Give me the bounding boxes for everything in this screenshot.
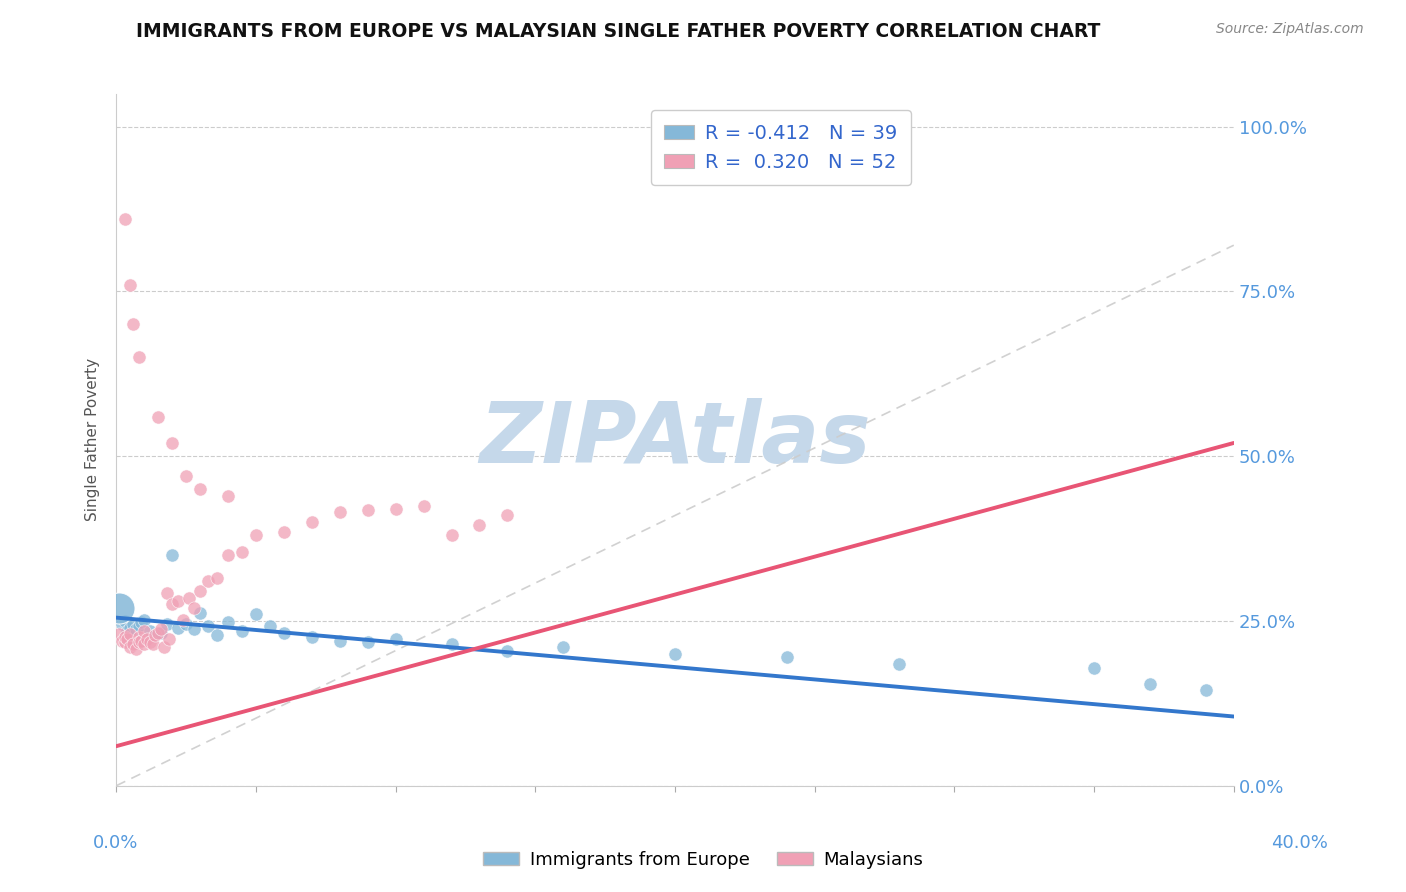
Point	[145, 628, 167, 642]
Point	[122, 318, 145, 332]
Point	[166, 620, 188, 634]
Point	[553, 640, 575, 655]
Point	[329, 633, 352, 648]
Point	[117, 624, 139, 638]
Point	[217, 615, 239, 630]
Point	[134, 637, 156, 651]
Point	[160, 598, 183, 612]
Text: 40.0%: 40.0%	[1271, 834, 1327, 852]
Point	[136, 632, 159, 647]
Point	[183, 622, 205, 636]
Point	[108, 627, 131, 641]
Text: IMMIGRANTS FROM EUROPE VS MALAYSIAN SINGLE FATHER POVERTY CORRELATION CHART: IMMIGRANTS FROM EUROPE VS MALAYSIAN SING…	[136, 22, 1101, 41]
Point	[149, 625, 172, 640]
Point	[188, 606, 211, 620]
Point	[128, 351, 150, 365]
Point	[231, 624, 253, 638]
Point	[301, 515, 323, 529]
Point	[887, 657, 910, 671]
Point	[114, 211, 136, 226]
Point	[122, 637, 145, 651]
Point	[152, 640, 174, 655]
Point	[245, 528, 267, 542]
Point	[120, 627, 142, 641]
Point	[108, 600, 131, 615]
Point	[273, 625, 295, 640]
Point	[128, 635, 150, 649]
Point	[120, 620, 142, 634]
Point	[1195, 683, 1218, 698]
Point	[139, 624, 162, 638]
Point	[329, 505, 352, 519]
Point	[301, 631, 323, 645]
Point	[148, 625, 170, 640]
Point	[468, 518, 491, 533]
Point	[134, 624, 156, 638]
Point	[664, 647, 686, 661]
Point	[1139, 676, 1161, 690]
Point	[183, 600, 205, 615]
Point	[148, 409, 170, 424]
Point	[128, 631, 150, 645]
Point	[120, 640, 142, 655]
Point	[384, 632, 406, 647]
Text: Source: ZipAtlas.com: Source: ZipAtlas.com	[1216, 22, 1364, 37]
Point	[142, 637, 165, 651]
Point	[188, 584, 211, 599]
Point	[188, 482, 211, 496]
Point	[412, 499, 434, 513]
Point	[157, 632, 180, 647]
Point	[117, 632, 139, 647]
Point	[197, 619, 219, 633]
Point	[357, 503, 380, 517]
Point	[111, 633, 134, 648]
Point	[245, 607, 267, 622]
Point	[120, 277, 142, 292]
Point	[217, 548, 239, 562]
Point	[776, 650, 799, 665]
Point	[111, 617, 134, 632]
Point	[131, 615, 153, 630]
Point	[114, 631, 136, 645]
Point	[172, 613, 194, 627]
Point	[384, 501, 406, 516]
Point	[125, 641, 148, 656]
Point	[1083, 661, 1105, 675]
Y-axis label: Single Father Poverty: Single Father Poverty	[86, 358, 100, 521]
Point	[128, 619, 150, 633]
Point	[231, 545, 253, 559]
Point	[131, 633, 153, 648]
Point	[149, 622, 172, 636]
Point	[145, 628, 167, 642]
Point	[134, 613, 156, 627]
Text: 0.0%: 0.0%	[93, 834, 138, 852]
Point	[357, 635, 380, 649]
Point	[496, 508, 519, 523]
Point	[440, 528, 463, 542]
Point	[122, 617, 145, 632]
Point	[166, 594, 188, 608]
Point	[496, 643, 519, 657]
Point	[114, 614, 136, 628]
Point	[259, 619, 281, 633]
Legend: Immigrants from Europe, Malaysians: Immigrants from Europe, Malaysians	[475, 844, 931, 876]
Point	[155, 617, 177, 632]
Legend: R = -0.412   N = 39, R =  0.320   N = 52: R = -0.412 N = 39, R = 0.320 N = 52	[651, 111, 911, 186]
Point	[114, 635, 136, 649]
Point	[217, 489, 239, 503]
Point	[205, 628, 228, 642]
Point	[273, 524, 295, 539]
Point	[155, 586, 177, 600]
Point	[160, 548, 183, 562]
Point	[440, 637, 463, 651]
Point	[205, 571, 228, 585]
Point	[160, 436, 183, 450]
Point	[174, 469, 197, 483]
Point	[125, 622, 148, 636]
Point	[177, 591, 200, 605]
Point	[197, 574, 219, 589]
Point	[174, 617, 197, 632]
Text: ZIPAtlas: ZIPAtlas	[479, 398, 870, 481]
Point	[139, 635, 162, 649]
